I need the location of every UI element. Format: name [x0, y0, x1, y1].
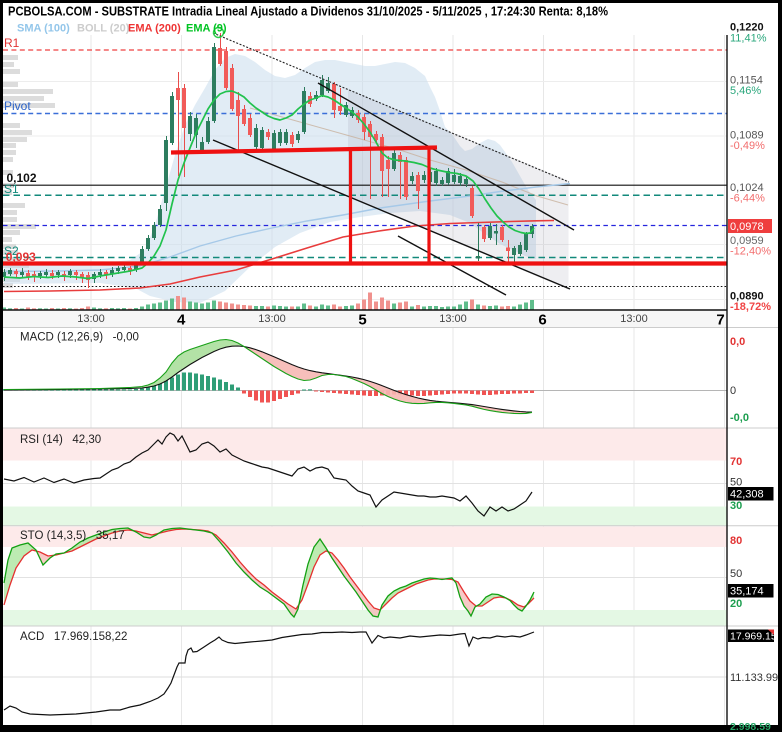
- svg-text:-18,72%: -18,72%: [730, 301, 771, 313]
- svg-text:17.969.15: 17.969.15: [730, 631, 777, 643]
- svg-text:50: 50: [730, 477, 742, 489]
- svg-text:0,0: 0,0: [730, 336, 745, 348]
- svg-text:0: 0: [730, 385, 736, 397]
- svg-text:13:00: 13:00: [258, 313, 286, 325]
- svg-text:35,174: 35,174: [730, 586, 764, 598]
- svg-text:RSI (14) 42,30: RSI (14) 42,30: [20, 434, 101, 446]
- svg-text:80: 80: [730, 535, 742, 547]
- svg-text:-6,44%: -6,44%: [730, 193, 765, 205]
- svg-text:Pivot: Pivot: [4, 99, 31, 113]
- svg-text:EMA (9): EMA (9): [186, 23, 227, 35]
- svg-text:11.133.99: 11.133.99: [730, 672, 778, 684]
- svg-text:0,0890: 0,0890: [730, 291, 764, 303]
- svg-text:-0,49%: -0,49%: [730, 140, 765, 152]
- svg-text:BOLL (20): BOLL (20): [77, 23, 130, 35]
- svg-text:13:00: 13:00: [620, 313, 648, 325]
- svg-text:EMA (200): EMA (200): [128, 23, 181, 35]
- svg-text:0,1154: 0,1154: [730, 75, 763, 87]
- svg-text:0,093: 0,093: [6, 250, 36, 264]
- svg-text:7: 7: [716, 312, 724, 329]
- svg-text:4: 4: [177, 312, 186, 329]
- svg-text:13:00: 13:00: [439, 313, 467, 325]
- svg-text:11,41%: 11,41%: [730, 33, 767, 45]
- svg-text:70: 70: [730, 456, 742, 468]
- svg-text:0,1089: 0,1089: [730, 130, 764, 142]
- svg-text:MACD (12,26,9) -0,00: MACD (12,26,9) -0,00: [20, 332, 139, 344]
- svg-text:0,1024: 0,1024: [730, 182, 764, 194]
- svg-text:50: 50: [730, 568, 742, 580]
- svg-text:0,1220: 0,1220: [730, 22, 764, 34]
- svg-text:2.998.59: 2.998.59: [730, 721, 771, 732]
- svg-text:5: 5: [358, 312, 366, 329]
- svg-text:R1: R1: [4, 36, 20, 50]
- svg-text:S2: S2: [4, 244, 19, 258]
- svg-text:-0,0: -0,0: [730, 412, 749, 424]
- svg-text:30: 30: [730, 500, 742, 512]
- svg-text:20: 20: [730, 598, 742, 610]
- svg-text:13:00: 13:00: [77, 313, 105, 325]
- svg-text:0,0978: 0,0978: [730, 221, 764, 233]
- svg-text:PCBOLSA.COM - SUBSTRATE Intrad: PCBOLSA.COM - SUBSTRATE Intradia Lineal …: [8, 5, 608, 19]
- svg-text:5,46%: 5,46%: [730, 85, 761, 97]
- svg-text:-12,40%: -12,40%: [730, 246, 771, 258]
- svg-text:SMA (100): SMA (100): [17, 23, 70, 35]
- svg-text:STO (14,3,5) 35,17: STO (14,3,5) 35,17: [20, 530, 125, 542]
- svg-text:S1: S1: [4, 182, 19, 196]
- svg-text:0,0959: 0,0959: [730, 235, 764, 247]
- svg-text:42,308: 42,308: [730, 489, 764, 501]
- svg-text:0,102: 0,102: [7, 171, 37, 185]
- svg-text:ACD 17.969.158,22: ACD 17.969.158,22: [20, 631, 127, 643]
- svg-text:6: 6: [538, 312, 546, 329]
